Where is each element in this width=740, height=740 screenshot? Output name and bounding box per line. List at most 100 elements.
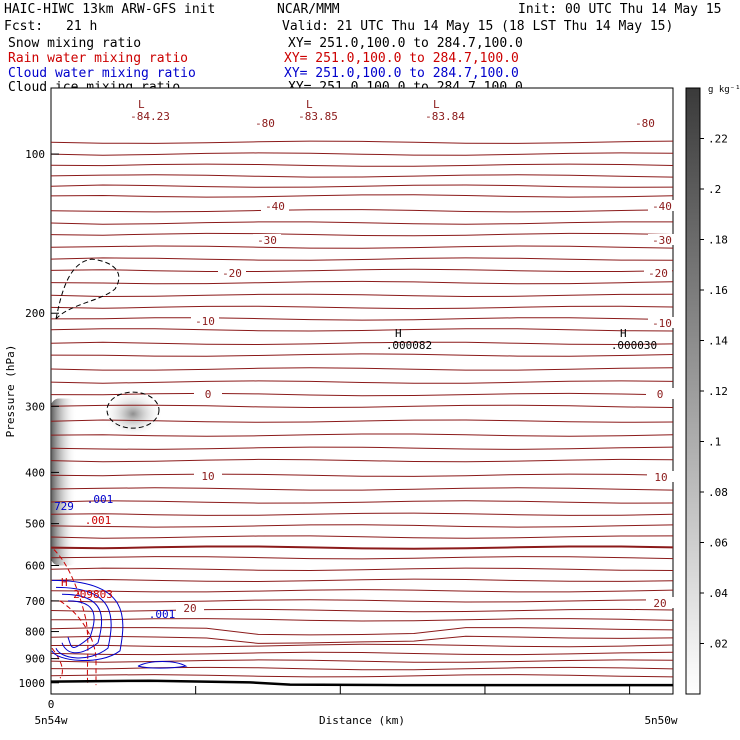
cloud-ice-blob <box>103 389 163 438</box>
temperature-label-bg <box>194 388 222 399</box>
temperature-label: 20 <box>653 597 666 610</box>
y-tick-label: 1000 <box>19 677 46 690</box>
temperature-contour <box>50 433 674 437</box>
high-value: .000082 <box>386 339 432 352</box>
field-snow-xy: XY= 251.0,100.0 to 284.7,100.0 <box>288 36 523 51</box>
temperature-contour <box>50 257 674 261</box>
high-marker: H <box>61 576 68 589</box>
temperature-contour <box>50 380 674 384</box>
fcst-value: 21 h <box>66 19 98 34</box>
temperature-contour <box>50 152 674 156</box>
temperature-contour <box>50 367 674 371</box>
y-tick-label: 900 <box>25 653 45 666</box>
temperature-label-bg <box>176 602 204 613</box>
temperature-contour <box>50 545 674 550</box>
temperature-label-bg <box>253 234 281 245</box>
temperature-contour <box>50 578 674 583</box>
temperature-contour <box>50 627 674 636</box>
temperature-contour <box>50 209 674 213</box>
temperature-contour <box>50 221 673 225</box>
y-axis-label: Pressure (hPa) <box>4 345 17 438</box>
high-value: .000030 <box>611 339 657 352</box>
temperature-label: -80 <box>255 117 275 130</box>
field-rain-xy: XY= 251.0,100.0 to 284.7,100.0 <box>284 51 519 66</box>
temperature-contour <box>50 163 674 167</box>
cloud-water-contour <box>55 586 112 659</box>
colorbar-tick-label: .02 <box>708 638 728 651</box>
cloud-water-label: .001 <box>149 608 176 621</box>
temperature-contour <box>50 140 674 144</box>
y-tick-label: 600 <box>25 559 45 572</box>
high-marker: H <box>620 327 627 340</box>
temperature-label-bg <box>218 267 246 278</box>
colorbar-tick-label: .14 <box>708 335 728 348</box>
temperature-contour <box>50 524 674 528</box>
cloud-water-contour <box>67 600 95 648</box>
temperature-contour <box>50 194 674 198</box>
fcst-label: Fcst: <box>4 19 44 34</box>
low-marker: L <box>306 98 313 111</box>
cloud-water-contour <box>61 593 103 654</box>
cloud-water-contour <box>51 579 124 662</box>
temperature-label-bg <box>648 317 676 328</box>
plot-frame <box>50 87 674 695</box>
colorbar-tick-label: .16 <box>708 284 728 297</box>
temperature-contour <box>50 317 674 321</box>
high-value: 209803 <box>73 588 113 601</box>
low-value: -83.84 <box>425 110 465 123</box>
y-tick-label: 200 <box>25 307 45 320</box>
temperature-contour <box>50 280 674 285</box>
model-title: HAIC-HIWC 13km ARW-GFS init <box>4 2 216 17</box>
rain-contour <box>59 600 97 686</box>
y-tick-label: 100 <box>25 148 45 161</box>
colorbar <box>685 87 701 695</box>
valid-time: Valid: 21 UTC Thu 14 May 15 (18 LST Thu … <box>282 19 674 34</box>
temperature-label: -40 <box>265 200 285 213</box>
temperature-contour <box>50 674 674 678</box>
temperature-label: -20 <box>648 267 668 280</box>
temperature-contour <box>50 458 674 463</box>
temperature-label: -20 <box>222 267 242 280</box>
colorbar-tick-label: .08 <box>708 486 728 499</box>
y-tick-label: 700 <box>25 595 45 608</box>
temperature-contour <box>50 232 674 237</box>
colorbar-tick-label: .2 <box>708 183 721 196</box>
temperature-contour <box>50 184 674 188</box>
temperature-label-bg <box>648 200 676 211</box>
temperature-contour <box>50 535 674 539</box>
temperature-label: 0 <box>205 388 212 401</box>
y-tick-label: 300 <box>25 400 45 413</box>
temperature-label-bg <box>251 117 279 128</box>
field-rain-name: Rain water mixing ratio <box>8 51 189 66</box>
temperature-label: -10 <box>652 317 672 330</box>
temperature-contour <box>50 618 674 622</box>
temperature-contour <box>50 567 674 572</box>
temperature-label: -30 <box>257 234 277 247</box>
field-snow-name: Snow mixing ratio <box>8 36 142 51</box>
snow-contour-upper <box>106 391 160 429</box>
temperature-label-bg <box>644 267 672 278</box>
x-axis-label: Distance (km) <box>319 714 405 727</box>
temperature-label-bg <box>631 117 659 128</box>
temperature-contour <box>50 328 674 332</box>
temperature-contour <box>50 174 674 178</box>
temperature-contour <box>50 512 674 516</box>
x-tick-label-start: 5n54w <box>34 714 67 727</box>
temperature-contour <box>50 353 674 357</box>
colorbar-tick-label: .22 <box>708 133 728 146</box>
rain-contour <box>51 647 63 679</box>
field-cloudwater-name: Cloud water mixing ratio <box>8 66 196 81</box>
low-marker: L <box>433 98 440 111</box>
temperature-label-bg <box>261 200 289 211</box>
temperature-contour <box>50 651 674 656</box>
temperature-label: -40 <box>652 200 672 213</box>
temperature-contour <box>50 392 674 397</box>
cloud-water-contour-small <box>137 660 188 669</box>
colorbar-tick-label: .04 <box>708 587 728 600</box>
low-value: -84.23 <box>130 110 170 123</box>
temperature-contour <box>50 446 674 450</box>
temperature-label-bg <box>191 315 219 326</box>
temperature-contour <box>50 341 674 346</box>
y-tick-label: 400 <box>25 466 45 479</box>
